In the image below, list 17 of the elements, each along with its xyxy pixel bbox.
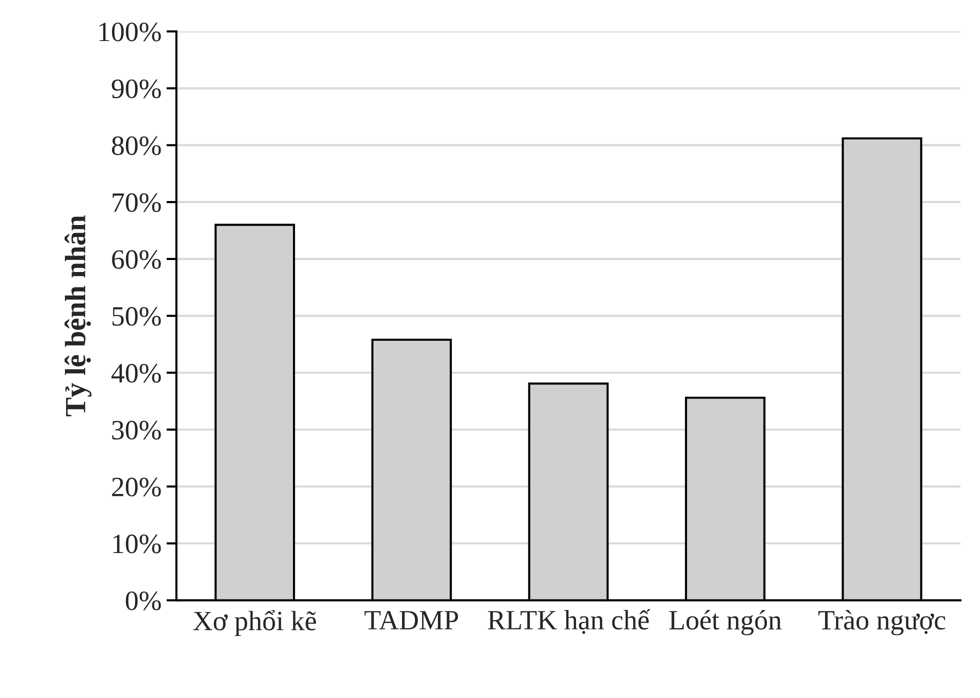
y-tick-label: 60% (112, 250, 161, 269)
y-tick-label: 80% (112, 136, 161, 156)
y-tick-label: 20% (112, 478, 161, 497)
y-tick-label: 10% (113, 534, 161, 554)
x-tick-label: Trào ngược (818, 610, 946, 636)
y-axis-title: Tỷ lệ bệnh nhân (64, 215, 92, 416)
y-tick-label: 0% (126, 591, 161, 610)
y-tick-label: 50% (112, 307, 161, 326)
y-tick-label: 70% (112, 193, 161, 212)
x-tick-label: TADMP (364, 610, 458, 630)
y-tick-label: 100% (99, 22, 161, 42)
y-tick-label: 90% (112, 79, 161, 98)
y-tick-label: 30% (112, 420, 161, 440)
y-tick-label: 40% (111, 364, 161, 383)
x-tick-label: Loét ngón (669, 610, 782, 636)
x-tick-label: RLTK hạn chế (488, 609, 650, 634)
x-tick-label: Xơ phổi kẽ (193, 610, 316, 636)
